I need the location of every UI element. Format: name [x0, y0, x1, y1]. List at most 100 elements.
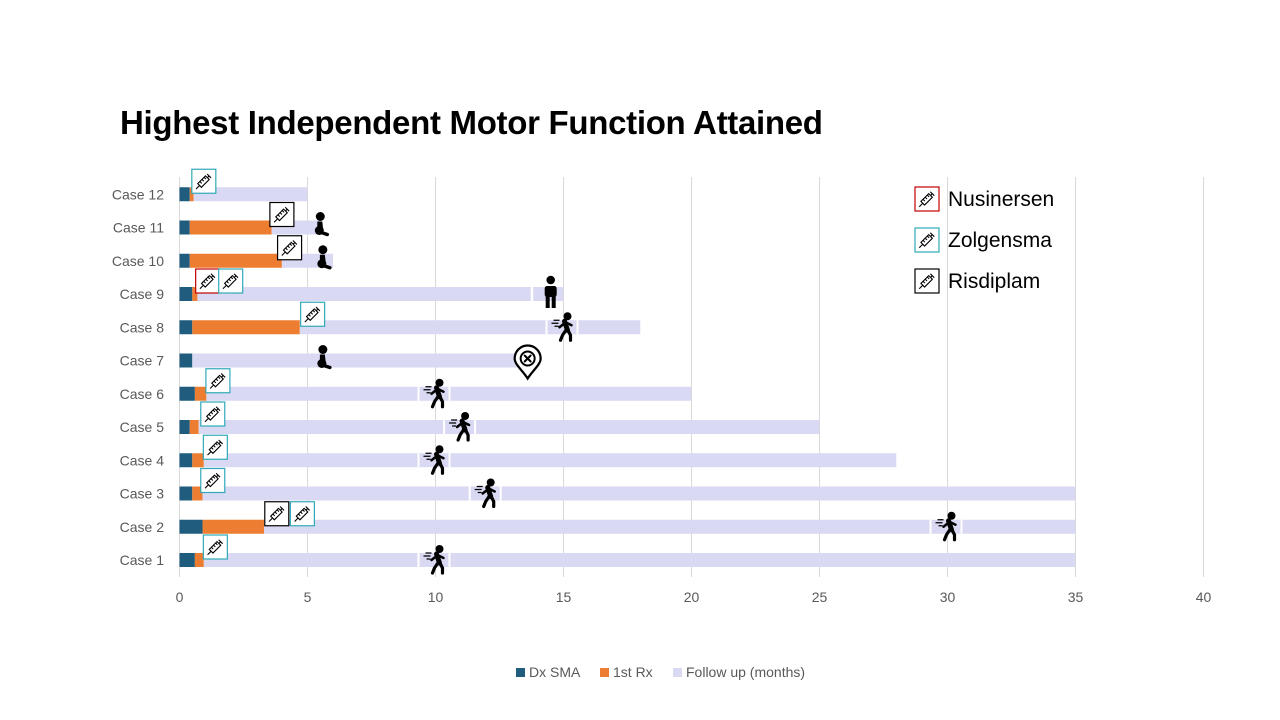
- syringe-needle: [222, 284, 227, 290]
- syringe-mark: [217, 376, 221, 380]
- syringe-mark: [272, 513, 276, 517]
- syringe-icon: [269, 201, 295, 228]
- series-legend-swatch: [673, 668, 682, 677]
- syringe-icon: [202, 534, 228, 560]
- bar-gap: [576, 320, 579, 335]
- x-tick-label: 25: [812, 589, 828, 605]
- syringe-needle: [207, 451, 212, 456]
- syringe-needle: [918, 243, 924, 249]
- sitter-head: [315, 212, 325, 221]
- motion-lines: [551, 319, 560, 327]
- y-tick-label: Case 7: [120, 353, 165, 369]
- syringe-shape: [268, 506, 285, 522]
- syringe-frame: [300, 301, 326, 327]
- syringe-handle: [220, 373, 226, 378]
- bar-first-rx: [189, 220, 272, 235]
- legend-item-risdiplam: Risdiplam: [914, 268, 1040, 294]
- walker-head: [435, 378, 444, 387]
- bar-gap: [474, 420, 477, 434]
- walking-icon: [417, 445, 451, 475]
- motion-lines: [423, 386, 432, 394]
- syringe-needle: [268, 517, 273, 522]
- walker-leg: [437, 460, 445, 475]
- syringe-mark: [922, 239, 926, 243]
- y-tick-label: Case 3: [120, 486, 165, 502]
- bar-follow-up: [299, 320, 641, 335]
- series-legend-label: Dx SMA: [529, 664, 581, 680]
- syringe-frame: [914, 227, 940, 253]
- bar-first-rx: [192, 486, 203, 501]
- syringe-mark: [287, 245, 290, 249]
- syringe-shape: [273, 206, 290, 223]
- syringe-icon: [289, 501, 315, 527]
- syringe-icon: [202, 434, 228, 460]
- syringe-mark: [203, 280, 206, 284]
- syringe-frame: [200, 467, 226, 494]
- syringe-mark: [926, 194, 930, 198]
- x-tick-label: 30: [940, 589, 956, 605]
- syringe-mark: [310, 312, 314, 315]
- bar-gap: [960, 519, 963, 534]
- syringe-handle: [315, 306, 321, 312]
- bar-dx-sma: [179, 253, 190, 268]
- sitting-icon: [317, 245, 332, 270]
- bar-first-rx: [189, 253, 282, 268]
- syringe-frame: [269, 201, 295, 228]
- sitter-legs: [319, 230, 330, 237]
- motion-lines: [474, 485, 483, 494]
- x-tick-label: 35: [1068, 589, 1084, 605]
- motion-lines: [423, 452, 432, 460]
- motion-lines: [449, 419, 458, 427]
- syringe-handle: [929, 191, 935, 197]
- syringe-handle: [233, 273, 239, 279]
- bar-dx-sma: [179, 486, 193, 501]
- legend-item-nusinersen: Nusinersen: [914, 186, 1054, 212]
- syringe-mark: [312, 309, 316, 313]
- syringe-mark: [210, 447, 214, 450]
- walker-leg: [456, 427, 466, 442]
- pin-cross: [523, 354, 532, 363]
- syringe-handle: [284, 206, 290, 212]
- y-tick-label: Case 1: [120, 552, 165, 568]
- syringe-mark: [924, 278, 928, 282]
- syringe-handle: [929, 273, 935, 279]
- syringe-frame: [914, 268, 940, 294]
- walker-head: [435, 445, 444, 454]
- bar-first-rx: [202, 519, 264, 534]
- syringe-mark: [201, 179, 205, 182]
- bar-follow-up: [203, 453, 897, 468]
- syringe-mark: [230, 276, 234, 280]
- bar-dx-sma: [179, 420, 190, 434]
- syringe-frame: [914, 186, 940, 212]
- walker-leg: [437, 394, 445, 409]
- sitter-legs: [322, 363, 332, 370]
- bar-follow-up: [192, 353, 526, 368]
- syringe-handle: [206, 173, 212, 179]
- syringe-shape: [204, 406, 221, 423]
- syringe-mark: [300, 511, 303, 515]
- syringe-mark: [922, 280, 926, 284]
- syringe-mark: [277, 214, 281, 218]
- bar-dx-sma: [179, 353, 193, 368]
- syringe-needle: [918, 202, 924, 208]
- y-tick-label: Case 9: [120, 286, 165, 302]
- bar-gap: [417, 453, 420, 468]
- walker-leg: [489, 493, 496, 509]
- bar-first-rx: [192, 287, 198, 301]
- sitter-head: [318, 345, 328, 354]
- bar-first-rx: [189, 420, 199, 434]
- syringe-mark: [302, 509, 305, 513]
- sitter-legs: [322, 264, 332, 270]
- walker-leg: [482, 493, 492, 509]
- bar-gap: [530, 287, 534, 301]
- syringe-needle: [195, 185, 200, 190]
- syringe-shape: [304, 306, 321, 323]
- syringe-shape: [209, 373, 226, 389]
- syringe-handle: [218, 439, 224, 445]
- y-tick-label: Case 4: [120, 452, 165, 468]
- syringe-needle: [304, 318, 309, 323]
- series-legend-label: 1st Rx: [613, 664, 653, 680]
- death-marker-icon: [513, 344, 542, 381]
- walker-head: [435, 545, 444, 553]
- syringe-shape: [204, 472, 221, 489]
